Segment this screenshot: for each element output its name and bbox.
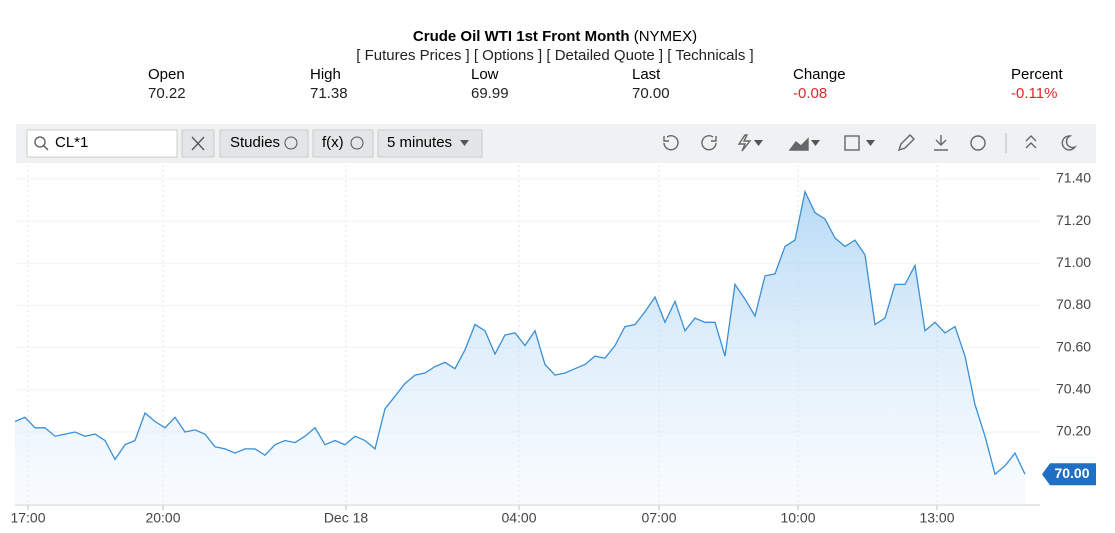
quote-value: 70.22 <box>148 85 186 102</box>
settings-icon[interactable] <box>970 135 986 151</box>
plus-icon <box>284 136 298 150</box>
toolbar <box>16 124 1096 163</box>
y-tick-label: 71.00 <box>1056 254 1091 270</box>
x-tick-label: 17:00 <box>10 510 45 526</box>
dropdown-icon <box>460 140 469 146</box>
quote-value: -0.08 <box>793 85 827 102</box>
title-line: Crude Oil WTI 1st Front Month (NYMEX) <box>413 28 697 45</box>
redo-icon[interactable] <box>701 135 717 151</box>
quote-label: Low <box>471 66 499 83</box>
x-tick-label: Dec 18 <box>324 510 369 526</box>
plus-icon <box>350 136 364 150</box>
dropdown-icon <box>754 140 875 146</box>
quote-label: Last <box>632 66 661 83</box>
studies: Studies <box>230 134 280 151</box>
download-icon[interactable] <box>934 135 948 151</box>
layout-icon[interactable] <box>844 135 860 151</box>
x-tick-label: 10:00 <box>780 510 815 526</box>
last-price-label: 70.00 <box>1054 465 1089 481</box>
symbol: CL*1 <box>55 134 88 151</box>
search-icon <box>34 136 46 148</box>
quote-label: Change <box>793 66 846 83</box>
y-tick-label: 71.40 <box>1056 170 1091 186</box>
y-tick-label: 70.40 <box>1056 381 1091 397</box>
quote-value: 71.38 <box>310 85 348 102</box>
interval: 5 minutes <box>387 134 452 151</box>
quote-label: Percent <box>1011 66 1064 83</box>
studies-button[interactable] <box>219 129 309 158</box>
line <box>14 189 1026 476</box>
chart-type-icon[interactable] <box>788 137 809 151</box>
quote-value: 70.00 <box>632 85 670 102</box>
theme-icon[interactable] <box>1061 135 1078 151</box>
toolbar-icons <box>663 134 1078 152</box>
pencil-icon[interactable] <box>897 134 915 152</box>
compare-icon <box>191 136 205 151</box>
x-tick-label: 04:00 <box>501 510 536 526</box>
y-tick-label: 70.60 <box>1056 338 1091 354</box>
search-icon <box>43 145 49 151</box>
quote-label: High <box>310 66 341 83</box>
y-tick-label: 70.20 <box>1056 423 1091 439</box>
quote-value: 69.99 <box>471 85 509 102</box>
function: f(x) <box>322 134 344 151</box>
exchange: (NYMEX) <box>634 28 697 45</box>
area <box>15 191 1025 505</box>
quote-label: Open <box>148 66 185 83</box>
quote-value: -0.11% <box>1011 85 1057 102</box>
y-tick-label: 70.80 <box>1056 296 1091 312</box>
x-tick-label: 13:00 <box>919 510 954 526</box>
undo-icon[interactable] <box>663 135 679 151</box>
title: Crude Oil WTI 1st Front Month <box>413 28 630 45</box>
y-tick-label: 71.20 <box>1056 212 1091 228</box>
x-tick-label: 07:00 <box>641 510 676 526</box>
symbol-input[interactable] <box>26 129 178 158</box>
last-price-tag <box>1042 463 1096 486</box>
plot: 17:00 20:00 Dec 18 04:00 07:00 10:00 13:00 70.2… <box>10 165 1096 526</box>
x-tick-label: 20:00 <box>145 510 180 526</box>
draw-icon[interactable] <box>737 134 752 152</box>
quote-row: Open 70.22 High 71.38 Low 69.99 Last 70.00 Chang… <box>148 66 1064 102</box>
collapse-icon[interactable] <box>1025 135 1037 149</box>
links[interactable]: [ Futures Prices ] [ Options ] [ Detaile… <box>356 47 753 64</box>
